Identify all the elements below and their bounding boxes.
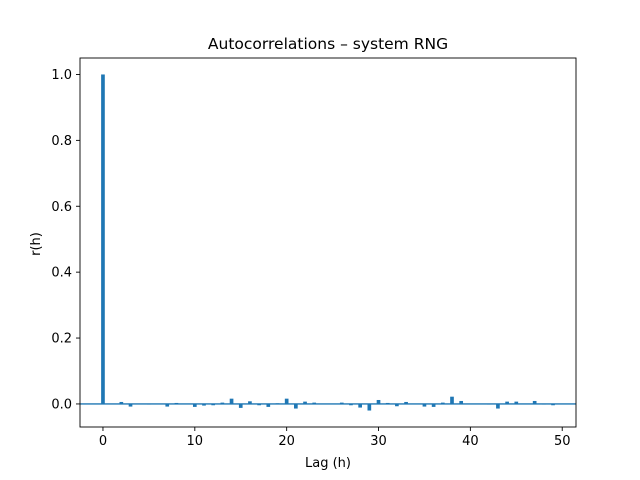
plot-frame <box>79 57 577 428</box>
bar-lag-13 <box>220 402 225 404</box>
bar-lag-32 <box>395 403 399 407</box>
bar-lag-49 <box>551 403 555 406</box>
x-tick-label: 0 <box>99 434 107 449</box>
bar-lag-33 <box>404 401 408 404</box>
y-tick-label: 0.8 <box>51 134 72 149</box>
chart-title: Autocorrelations – system RNG <box>208 35 448 53</box>
bar-lag-15 <box>238 403 243 408</box>
bar-lag-0 <box>101 74 105 404</box>
bar-lag-30 <box>376 399 381 404</box>
bar-lag-39 <box>459 400 464 404</box>
bar-lag-27 <box>349 403 353 406</box>
bar-lag-3 <box>128 403 133 407</box>
bar-lag-11 <box>202 403 206 406</box>
bar-lag-12 <box>211 403 216 406</box>
y-tick-label: 0.4 <box>51 266 72 281</box>
x-tick-label: 30 <box>370 434 387 449</box>
x-tick-label: 20 <box>278 434 295 449</box>
bar-lag-2 <box>119 401 124 404</box>
y-tick-label: 0.0 <box>51 397 72 412</box>
bar-lag-26 <box>339 402 344 404</box>
y-tick-label: 1.0 <box>51 68 72 83</box>
bar-lag-22 <box>303 401 307 404</box>
bar-lag-38 <box>450 396 454 404</box>
x-tick-label: 40 <box>462 434 479 449</box>
bar-lag-36 <box>431 403 436 407</box>
bar-lag-7 <box>165 403 170 407</box>
bar-lag-29 <box>367 403 372 411</box>
bar-lag-47 <box>532 400 537 404</box>
bar-lag-23 <box>312 402 317 404</box>
y-axis-label: r(h) <box>29 232 44 256</box>
bar-lag-35 <box>422 403 427 407</box>
bar-lag-14 <box>229 398 234 404</box>
x-tick-label: 10 <box>187 434 204 449</box>
bar-lag-17 <box>257 403 261 406</box>
x-axis-label: Lag (h) <box>305 456 351 471</box>
bar-lag-16 <box>248 401 252 404</box>
bar-lag-45 <box>514 401 519 404</box>
bar-lag-28 <box>358 403 362 408</box>
bar-lag-37 <box>440 402 445 404</box>
bar-lag-20 <box>284 398 289 404</box>
x-axis-ticks: 0 10 20 30 40 50 <box>99 427 571 449</box>
y-axis-ticks: 0.0 0.2 0.4 0.6 0.8 1.0 <box>51 68 80 412</box>
bar-series <box>101 74 555 411</box>
bar-lag-18 <box>266 403 271 407</box>
bar-lag-43 <box>496 403 500 409</box>
bar-lag-21 <box>294 403 298 409</box>
y-tick-label: 0.2 <box>51 332 72 347</box>
bar-lag-10 <box>192 403 197 407</box>
y-tick-label: 0.6 <box>51 200 72 215</box>
bar-lag-44 <box>505 401 509 404</box>
x-tick-label: 50 <box>554 434 571 449</box>
